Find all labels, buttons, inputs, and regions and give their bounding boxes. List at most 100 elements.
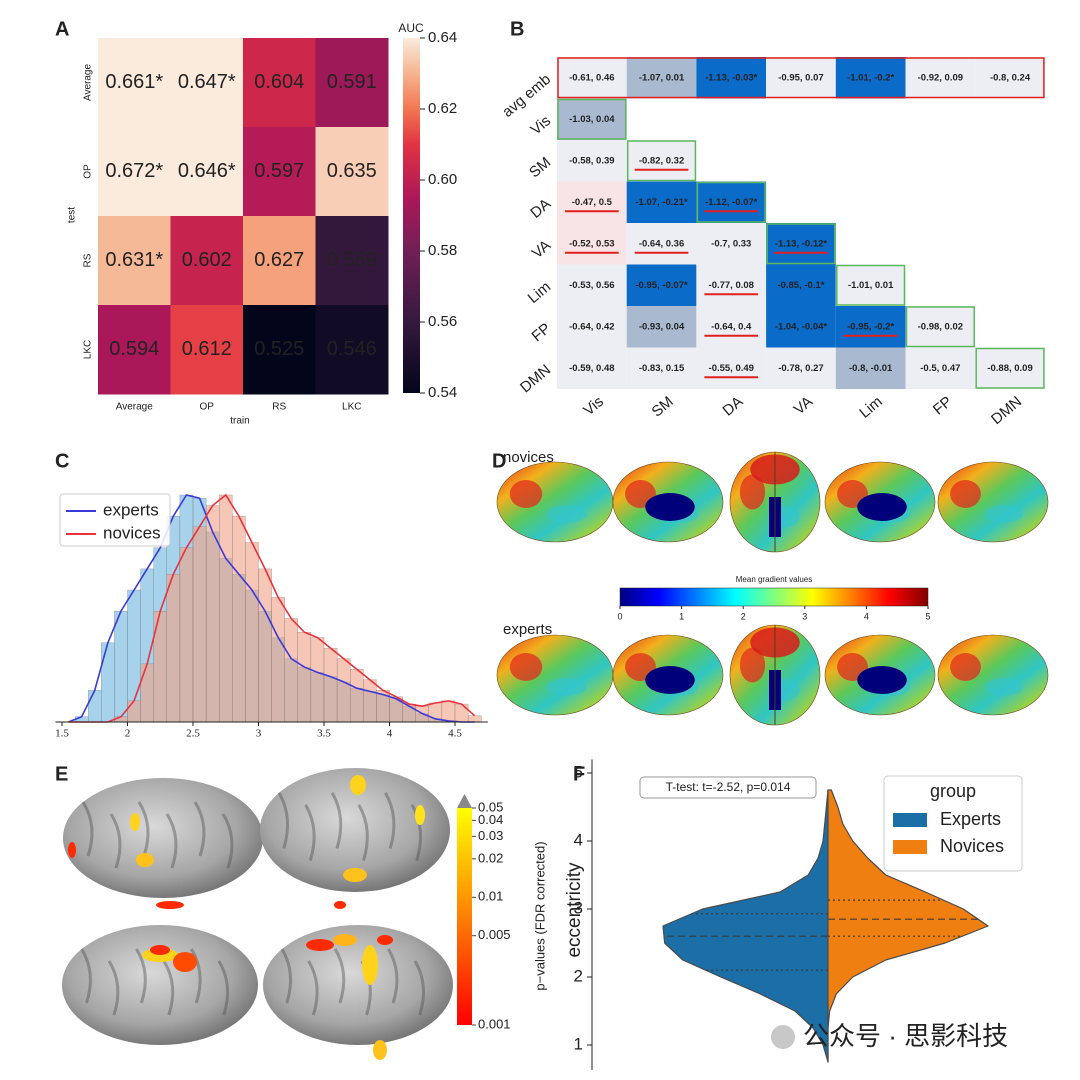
brain <box>62 925 258 1045</box>
violin <box>662 789 829 1063</box>
panel-label: A <box>55 18 69 40</box>
y-tick-label: 5 <box>574 762 583 781</box>
brain-region <box>546 678 587 696</box>
matrix-cell <box>557 223 627 265</box>
brain-sulcus <box>193 801 206 857</box>
brain-region <box>645 666 695 694</box>
matrix-cell <box>835 306 906 348</box>
heatmap-cell <box>170 305 244 395</box>
density-line <box>68 493 476 723</box>
heatmap-cell <box>170 216 244 306</box>
brain-region <box>377 935 393 945</box>
matrix-cell <box>626 140 697 182</box>
brain-region <box>334 901 346 909</box>
colorbar-tick-label: 4 <box>864 611 869 621</box>
matrix-cell <box>835 347 906 389</box>
y-tick-label: 3 <box>574 898 583 917</box>
histogram-bar <box>441 700 456 723</box>
matrix-cell <box>626 306 697 348</box>
y-tick-label: OP <box>83 164 94 179</box>
matrix-cell <box>626 347 697 389</box>
annotation: T-test: t=-2.52, p=0.014 <box>666 780 791 794</box>
cell-label: -0.77, 0.08 <box>709 280 754 291</box>
heatmap-cell <box>315 38 389 128</box>
colorbar-label: Mean gradient values <box>736 575 813 584</box>
cell-label: 0.594 <box>109 338 159 360</box>
brain-sulcus <box>330 792 343 850</box>
matrix-cell <box>557 57 627 99</box>
colorbar-tick-label: 0.01 <box>478 889 503 904</box>
colorbar-extend <box>457 794 472 808</box>
legend-label: Experts <box>940 809 1001 829</box>
histogram-bar <box>454 703 469 723</box>
matrix-cell <box>905 306 976 348</box>
matrix-cell <box>835 264 906 306</box>
y-tick-label: 1 <box>574 1034 583 1053</box>
brain-sulcus <box>165 813 178 869</box>
histogram-bar <box>114 610 128 723</box>
brain-sulcus <box>109 813 122 869</box>
histogram-bar <box>310 637 325 723</box>
brain-sulcus <box>81 801 94 857</box>
brain-sulcus <box>137 801 150 857</box>
histogram-bar <box>140 663 154 723</box>
cell-label: -0.64, 0.42 <box>569 321 614 332</box>
diagonal-box <box>557 98 627 140</box>
cell-label: -0.95, -0.07* <box>635 280 688 291</box>
cell-label: -1.01, 0.01 <box>848 280 894 291</box>
brain-region <box>373 1040 387 1060</box>
colorbar <box>403 38 420 393</box>
y-tick-label: LKC <box>83 340 94 359</box>
matrix-cell <box>626 264 697 306</box>
cell-label: -0.82, 0.32 <box>639 155 684 166</box>
matrix-cell <box>557 140 627 182</box>
matrix-cell <box>696 264 767 306</box>
brain-sulcus <box>190 948 202 1004</box>
cell-label: 0.559 <box>327 249 377 271</box>
colorbar <box>457 808 472 1025</box>
x-tick-label: LKC <box>342 402 361 413</box>
diagonal-box <box>766 223 836 265</box>
colorbar-tick-label: 0.64 <box>428 29 457 46</box>
brain-region <box>333 934 357 946</box>
brain-sulcus <box>280 948 293 1004</box>
matrix-cell <box>975 57 1045 99</box>
heatmap-cell <box>98 305 171 395</box>
panel-label: E <box>55 763 68 785</box>
brain-region <box>173 952 197 972</box>
annotation-box <box>639 776 817 799</box>
brain-region <box>645 493 695 521</box>
cell-label: 0.647* <box>178 71 236 93</box>
heatmap-cell <box>243 38 316 128</box>
panel-label: B <box>510 18 524 40</box>
brain-sulcus <box>387 948 399 1004</box>
colorbar-tick-label: 5 <box>925 611 930 621</box>
brain <box>263 925 453 1045</box>
y-tick-label: RS <box>83 253 94 267</box>
brain-region <box>415 805 425 825</box>
cell-label: -0.95, -0.2* <box>847 321 894 332</box>
brain-sulcus <box>135 948 147 1004</box>
y-axis-label: test <box>67 207 78 223</box>
brain-sulcus <box>413 960 426 1016</box>
brain-sulcus <box>384 792 396 850</box>
colorbar-tick-label: 0.02 <box>478 850 503 865</box>
cell-label: -0.47, 0.5 <box>572 197 613 208</box>
colorbar-tick-label: 3 <box>802 611 807 621</box>
image-label: experts <box>503 621 552 638</box>
colorbar-tick-label: 0.03 <box>478 828 503 843</box>
heatmap-cell <box>170 38 244 128</box>
legend-swatch <box>893 813 927 827</box>
cell-label: 0.661* <box>105 71 163 93</box>
brain-region <box>156 901 184 909</box>
cell-label: -1.07, -0.21* <box>635 197 688 208</box>
colorbar-label: AUC <box>398 21 424 35</box>
histogram-bar <box>467 715 482 723</box>
brain-region <box>130 813 140 831</box>
legend-label: novices <box>103 523 161 542</box>
histogram-bar <box>179 547 194 723</box>
cell-label: -1.04, -0.04* <box>775 321 828 332</box>
cell-label: 0.591 <box>327 71 377 93</box>
brain-sulcus <box>217 960 230 1016</box>
